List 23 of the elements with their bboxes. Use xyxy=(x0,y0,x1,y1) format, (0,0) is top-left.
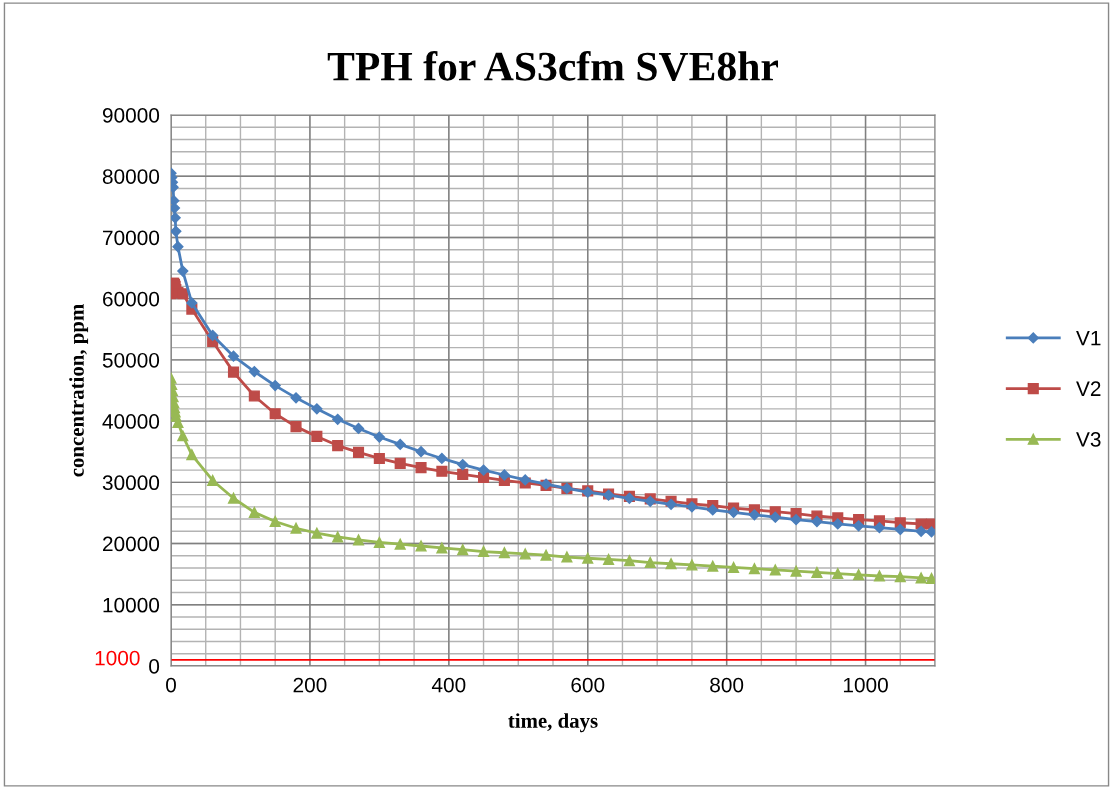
legend-label: V2 xyxy=(1076,381,1101,396)
y-axis-title: concentration, ppm xyxy=(69,304,89,477)
y-tick-label: 50000 xyxy=(102,352,160,368)
x-tick-label: 1000 xyxy=(843,677,888,693)
y-tick-label: 0 xyxy=(149,659,160,674)
y-tick-label: 20000 xyxy=(103,536,160,552)
legend-label: V1 xyxy=(1076,330,1101,346)
chart-title: TPH for AS3cfm SVE8hr xyxy=(327,50,779,81)
legend-label: V3 xyxy=(1076,432,1101,447)
x-tick-label: 600 xyxy=(571,677,605,693)
y-tick-label: 30000 xyxy=(102,475,160,491)
x-tick-label: 0 xyxy=(166,677,176,693)
y-tick-label: 80000 xyxy=(102,169,160,184)
ref-line-label: 1000 xyxy=(95,650,140,666)
x-tick-label: 400 xyxy=(431,677,466,693)
y-tick-label: 60000 xyxy=(103,291,160,307)
x-axis-title: time, days xyxy=(508,713,598,733)
y-tick-label: 90000 xyxy=(102,108,160,123)
y-tick-label: 70000 xyxy=(103,230,160,246)
x-tick-label: 200 xyxy=(293,677,327,693)
y-tick-label: 40000 xyxy=(102,414,160,429)
y-tick-label: 10000 xyxy=(103,597,160,613)
x-tick-label: 800 xyxy=(710,677,744,693)
